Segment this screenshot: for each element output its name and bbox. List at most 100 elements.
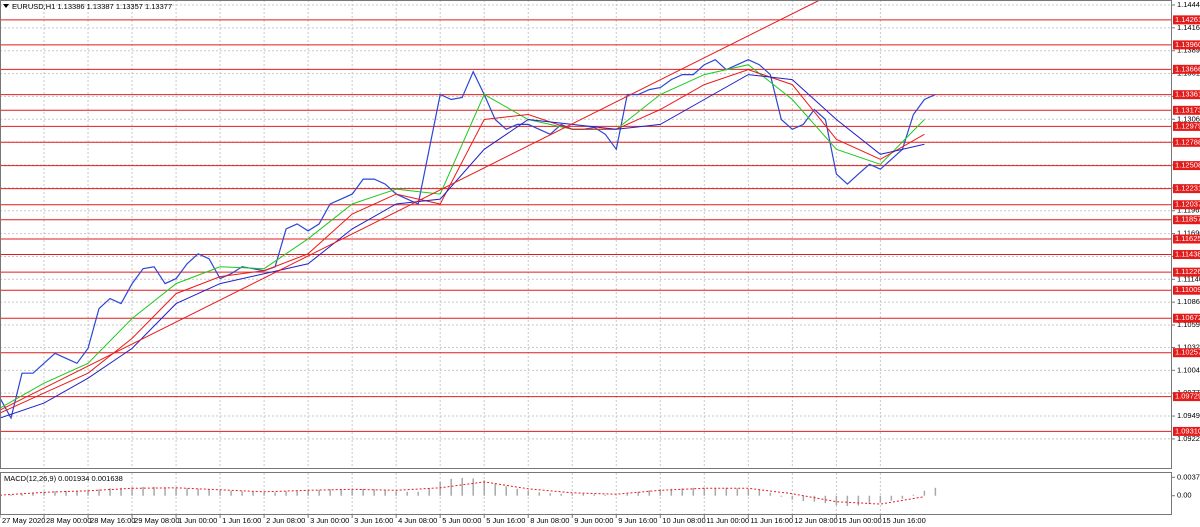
histogram-bar [142, 486, 144, 496]
level-label: 1.12788 [1175, 137, 1200, 146]
histogram-bar [439, 481, 441, 496]
level-label: 1.12508 [1175, 161, 1200, 170]
x-tick-label: 4 Jun 08:00 [398, 516, 437, 525]
level-label-box [1173, 313, 1200, 323]
histogram-bar [32, 492, 34, 496]
histogram-bar [395, 491, 397, 496]
x-tick-label: 27 May 2020 [2, 516, 45, 525]
level-label: 1.09310 [1175, 426, 1200, 435]
histogram-bar [285, 491, 287, 496]
y-tick-label: 0.003723 [1177, 472, 1200, 481]
price-line [0, 58, 936, 420]
x-tick-label: 3 Jun 00:00 [310, 516, 349, 525]
histogram-bar [714, 487, 717, 496]
x-tick-label: 5 Jun 00:00 [442, 516, 481, 525]
level-label: 1.14261 [1175, 15, 1200, 24]
histogram-bar [230, 490, 232, 496]
level-label: 1.11625 [1175, 234, 1200, 243]
histogram-bar [494, 483, 496, 496]
y-tick-label: 1.10045 [1177, 365, 1200, 374]
histogram-bar [659, 489, 662, 496]
histogram-bar [351, 488, 353, 496]
chart-title: EURUSD,H1 1.13386 1.13387 1.13357 1.1337… [12, 2, 172, 11]
level-label: 1.13173 [1175, 105, 1200, 114]
histogram-bar [538, 492, 540, 496]
x-tick-label: 29 May 08:00 [134, 516, 179, 525]
level-label: 1.12037 [1175, 200, 1200, 209]
level-label-box [1173, 137, 1200, 147]
histogram-bar [164, 487, 166, 496]
histogram-bar [934, 487, 937, 496]
histogram-bar [109, 488, 111, 496]
histogram-bar [362, 488, 364, 496]
histogram-bar [912, 494, 915, 496]
level-label: 1.11226 [1175, 267, 1200, 276]
level-label-box [1173, 161, 1200, 171]
histogram-bar [384, 490, 386, 496]
histogram-bar [296, 490, 298, 496]
y-tick-label: 1.10865 [1177, 297, 1200, 306]
histogram-bar [648, 490, 651, 496]
price-line [0, 64, 925, 409]
histogram-bar [813, 495, 816, 502]
y-tick-label: 0.00 [1177, 491, 1192, 500]
histogram-bar [483, 480, 485, 496]
histogram-bar [593, 494, 596, 496]
level-label-box [1173, 121, 1200, 131]
histogram-bar [472, 478, 474, 496]
x-tick-label: 11 Jun 16:00 [750, 516, 793, 525]
histogram-bar [780, 495, 783, 497]
histogram-bar [197, 488, 199, 496]
level-label: 1.09729 [1175, 392, 1200, 401]
histogram-bar [681, 488, 684, 496]
menu-arrow[interactable] [3, 4, 9, 8]
histogram-bar [857, 495, 860, 506]
level-label-box [1173, 15, 1200, 25]
y-tick-label: 1.11140 [1177, 274, 1200, 283]
x-tick-label: 1 Jun 16:00 [222, 516, 261, 525]
histogram-bar [461, 477, 463, 496]
y-tick-label: 1.09495 [1177, 411, 1200, 420]
histogram-bar [318, 489, 320, 496]
histogram-bar [901, 495, 904, 499]
histogram-bar [340, 489, 342, 496]
histogram-bar [527, 490, 529, 496]
level-label-box [1173, 200, 1200, 210]
histogram-bar [428, 488, 430, 496]
histogram-bar [76, 490, 78, 496]
level-label-box [1173, 392, 1200, 402]
x-tick-label: 3 Jun 16:00 [354, 516, 393, 525]
histogram-bar [923, 490, 926, 496]
histogram-bar [692, 487, 695, 496]
level-label-box [1173, 64, 1200, 74]
histogram-bar [626, 493, 629, 496]
x-tick-label: 5 Jun 16:00 [486, 516, 525, 525]
histogram-bar [824, 495, 827, 504]
histogram-bar [87, 490, 89, 496]
y-tick-label: 1.09220 [1177, 434, 1200, 443]
level-label: 1.13960 [1175, 40, 1200, 49]
level-label: 1.12979 [1175, 121, 1200, 130]
histogram-bar [670, 488, 673, 496]
level-label: 1.11438 [1175, 250, 1200, 259]
histogram-bar [516, 488, 518, 496]
x-tick-label: 2 Jun 08:00 [266, 516, 305, 525]
histogram-bar [329, 489, 331, 496]
x-tick-label: 8 Jun 08:00 [530, 516, 569, 525]
y-tick-label: 1.14165 [1177, 23, 1200, 32]
histogram-bar [417, 491, 419, 496]
histogram-bar [549, 493, 551, 496]
histogram-bar [604, 494, 607, 496]
level-label-box [1173, 184, 1200, 194]
y-tick-label: 1.10590 [1177, 320, 1200, 329]
level-label-box [1173, 234, 1200, 244]
histogram-bar [505, 486, 507, 496]
price-line [0, 74, 925, 419]
marks [0, 0, 1172, 507]
main-frame [0, 0, 1172, 469]
histogram-bar [879, 495, 882, 503]
level-label: 1.11857 [1175, 215, 1200, 224]
level-label-box [1173, 250, 1200, 260]
level-label-box [1173, 105, 1200, 115]
